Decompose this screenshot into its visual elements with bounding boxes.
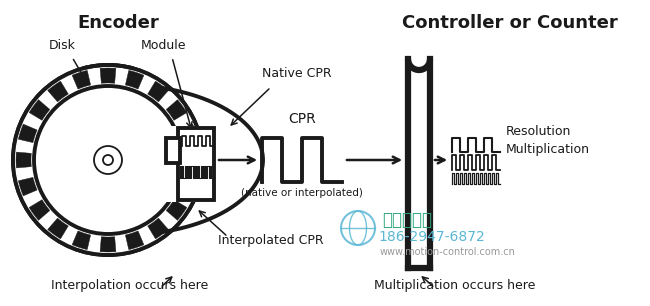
Polygon shape: [179, 124, 198, 143]
Text: Resolution
Multiplication: Resolution Multiplication: [506, 125, 590, 155]
Polygon shape: [148, 81, 168, 102]
Text: Module: Module: [140, 39, 186, 52]
Polygon shape: [18, 124, 37, 143]
Text: Native CPR: Native CPR: [262, 67, 332, 80]
Bar: [178, 128, 214, 200]
Text: Multiplication occurs here: Multiplication occurs here: [374, 279, 536, 292]
Polygon shape: [125, 231, 144, 250]
Bar: [166, 126, 220, 202]
Polygon shape: [125, 70, 144, 89]
Polygon shape: [179, 177, 198, 196]
Text: Interpolation occurs here: Interpolation occurs here: [51, 279, 209, 292]
Text: CPR: CPR: [288, 112, 316, 126]
Polygon shape: [29, 100, 50, 120]
Polygon shape: [47, 218, 68, 239]
Text: Controller or Counter: Controller or Counter: [402, 14, 618, 32]
Text: 西安德伍拡: 西安德伍拡: [382, 211, 432, 229]
Polygon shape: [16, 152, 31, 168]
Polygon shape: [100, 237, 116, 252]
Text: Encoder: Encoder: [77, 14, 159, 32]
Polygon shape: [47, 81, 68, 102]
Text: Disk: Disk: [49, 39, 75, 52]
Text: www.motion-control.com.cn: www.motion-control.com.cn: [380, 247, 516, 257]
Polygon shape: [18, 177, 37, 196]
Polygon shape: [185, 152, 200, 168]
Polygon shape: [166, 100, 187, 120]
Bar: [166, 138, 180, 163]
Text: 186-2947-6872: 186-2947-6872: [378, 230, 485, 244]
Polygon shape: [166, 200, 187, 220]
Text: (native or interpolated): (native or interpolated): [241, 188, 363, 198]
Circle shape: [14, 66, 202, 254]
Polygon shape: [29, 200, 50, 220]
Polygon shape: [100, 68, 116, 83]
Polygon shape: [148, 218, 168, 239]
Polygon shape: [72, 70, 90, 89]
Text: Interpolated CPR: Interpolated CPR: [218, 233, 324, 247]
Circle shape: [92, 144, 124, 176]
Polygon shape: [72, 231, 90, 250]
